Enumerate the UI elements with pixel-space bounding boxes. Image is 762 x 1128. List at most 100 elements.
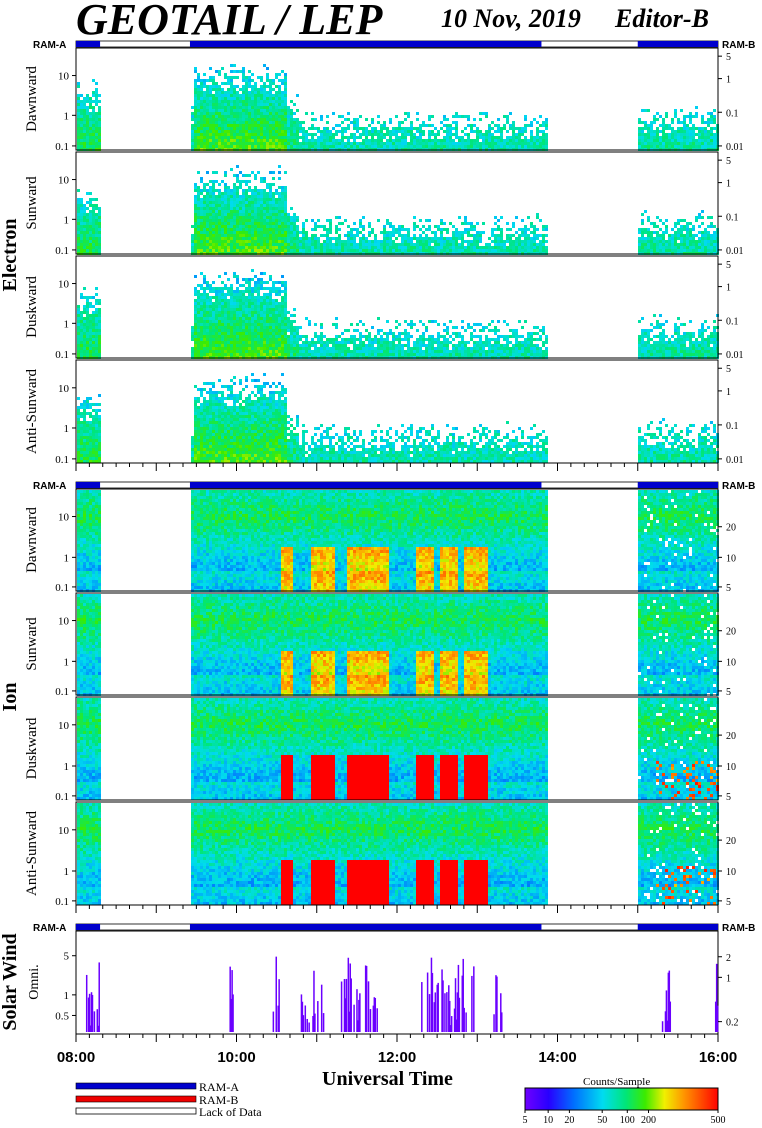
ion-ytick-label: 0.1 xyxy=(55,582,69,594)
electron-panel-label: Sunward xyxy=(24,176,40,230)
ion-ytick-right-label: 5 xyxy=(726,687,731,698)
electron-panel-label: Anti-Sunward xyxy=(24,369,40,454)
electron-ytick-label: 10 xyxy=(58,383,70,395)
ram-a-segment xyxy=(76,924,100,930)
electron-ytick-right-label: 5 xyxy=(726,260,731,271)
x-tick-label: 08:00 xyxy=(57,1049,95,1066)
electron-ytick-right-label: 1 xyxy=(726,179,731,190)
ram-b-label: RAM-B xyxy=(722,40,755,51)
electron-ytick-right-label: 1 xyxy=(726,75,731,86)
solar-ytick-right-label: 1 xyxy=(726,973,731,984)
electron-ytick-right-label: 0.01 xyxy=(726,350,744,361)
electron-ytick-label: 0.1 xyxy=(55,454,69,466)
page-title: GEOTAIL / LEP xyxy=(76,0,382,45)
electron-ytick-right-label: 5 xyxy=(726,52,731,63)
legend-lack-bar xyxy=(76,1108,196,1114)
colorbar-tick-label: 50 xyxy=(597,1115,607,1126)
ion-ytick-right-label: 10 xyxy=(726,553,736,564)
ion-panel-label: Sunward xyxy=(24,617,40,671)
ion-ytick-label: 1 xyxy=(64,552,70,564)
colorbar-title: Counts/Sample xyxy=(583,1076,650,1088)
ion-ytick-label: 1 xyxy=(64,866,70,878)
electron-ytick-label: 0.1 xyxy=(55,245,69,257)
electron-ytick-label: 1 xyxy=(64,110,70,122)
colorbar-tick-label: 500 xyxy=(711,1115,726,1126)
electron-ytick-label: 10 xyxy=(58,71,70,83)
ion-ytick-right-label: 10 xyxy=(726,867,736,878)
ram-a-segment xyxy=(638,41,718,47)
x-tick-label: 14:00 xyxy=(538,1049,576,1066)
ram-b-label: RAM-B xyxy=(722,923,755,934)
ram-a-label: RAM-A xyxy=(33,923,66,934)
electron-panel-label: Dawnward xyxy=(24,66,40,132)
colorbar-tick-label: 20 xyxy=(564,1115,574,1126)
x-axis-title: Universal Time xyxy=(322,1068,453,1091)
ion-ytick-label: 10 xyxy=(58,720,70,732)
editor-label: Editor-B xyxy=(615,4,709,34)
ion-ytick-right-label: 20 xyxy=(726,627,736,638)
electron-ytick-right-label: 0.1 xyxy=(726,316,739,327)
x-tick-label: 10:00 xyxy=(217,1049,255,1066)
ion-ytick-right-label: 10 xyxy=(726,762,736,773)
spectrogram-chart: RAM-A RAM-B 10 1 0.1 5 1 0.1 0.01 Dawnward 10 1 0.1 5… xyxy=(0,0,762,1128)
electron-ytick-label: 0.1 xyxy=(55,349,69,361)
electron-ytick-right-label: 1 xyxy=(726,387,731,398)
legend-ram-a-bar xyxy=(76,1083,196,1089)
ion-ytick-label: 1 xyxy=(64,761,70,773)
electron-ytick-label: 1 xyxy=(64,214,70,226)
electron-ytick-label: 1 xyxy=(64,318,70,330)
ion-ytick-right-label: 5 xyxy=(726,583,731,594)
colorbar-tick-label: 5 xyxy=(523,1115,528,1126)
ram-a-label: RAM-A xyxy=(33,40,66,51)
electron-panel-label: Duskward xyxy=(24,276,40,338)
electron-ytick-label: 1 xyxy=(64,423,70,435)
legend-lack-label: Lack of Data xyxy=(199,1105,262,1120)
electron-ytick-label: 10 xyxy=(58,175,70,187)
ion-ytick-label: 10 xyxy=(58,825,70,837)
colorbar-tick-label: 100 xyxy=(620,1115,635,1126)
solar-wind-panel-frame xyxy=(76,931,718,1034)
ram-a-segment xyxy=(638,924,718,930)
ion-ytick-right-label: 20 xyxy=(726,731,736,742)
electron-ytick-right-label: 5 xyxy=(726,156,731,167)
ram-a-segment xyxy=(190,924,541,930)
solar-ytick-right-label: 0.2 xyxy=(726,1018,739,1029)
electron-ytick-right-label: 0.1 xyxy=(726,108,739,119)
solar-group-label: Solar Wind xyxy=(0,933,21,1030)
ion-ytick-right-label: 20 xyxy=(726,523,736,534)
solar-ytick-label: 1 xyxy=(64,990,70,1002)
date-label: 10 Nov, 2019 xyxy=(441,4,581,34)
ion-ytick-right-label: 5 xyxy=(726,897,731,908)
ion-ytick-right-label: 10 xyxy=(726,657,736,668)
ram-a-label: RAM-A xyxy=(33,481,66,492)
ram-a-segment xyxy=(76,482,100,488)
ion-group-label: Ion xyxy=(0,683,21,712)
electron-group-label: Electron xyxy=(0,219,21,292)
ion-ytick-label: 0.1 xyxy=(55,686,69,698)
ion-ytick-label: 0.1 xyxy=(55,791,69,803)
solar-ytick-right-label: 2 xyxy=(726,953,731,964)
colorbar-tick-label: 200 xyxy=(641,1115,656,1126)
electron-ytick-right-label: 0.01 xyxy=(726,142,744,153)
electron-ytick-label: 0.1 xyxy=(55,141,69,153)
electron-panel-2-frame xyxy=(76,256,718,358)
solar-ytick-label: 5 xyxy=(64,951,70,963)
ion-ytick-label: 0.1 xyxy=(55,896,69,908)
x-tick-label: 12:00 xyxy=(378,1049,416,1066)
electron-ytick-right-label: 0.1 xyxy=(726,212,739,223)
ion-ytick-label: 1 xyxy=(64,656,70,668)
electron-ytick-label: 10 xyxy=(58,279,70,291)
legend-ram-b-bar xyxy=(76,1096,196,1102)
ion-ytick-right-label: 20 xyxy=(726,836,736,847)
electron-ytick-right-label: 0.01 xyxy=(726,246,744,257)
ion-panel-label: Dawnward xyxy=(24,507,40,573)
ion-ytick-label: 10 xyxy=(58,512,70,524)
colorbar xyxy=(525,1088,718,1110)
ram-a-segment xyxy=(190,482,541,488)
ion-panel-label: Anti-Sunward xyxy=(24,811,40,896)
solar-ytick-label: 0.5 xyxy=(55,1010,69,1022)
electron-ytick-right-label: 0.1 xyxy=(726,421,739,432)
electron-ytick-right-label: 1 xyxy=(726,283,731,294)
ion-panel-label: Duskward xyxy=(24,717,40,779)
solar-panel-label: Omni. xyxy=(27,964,42,999)
